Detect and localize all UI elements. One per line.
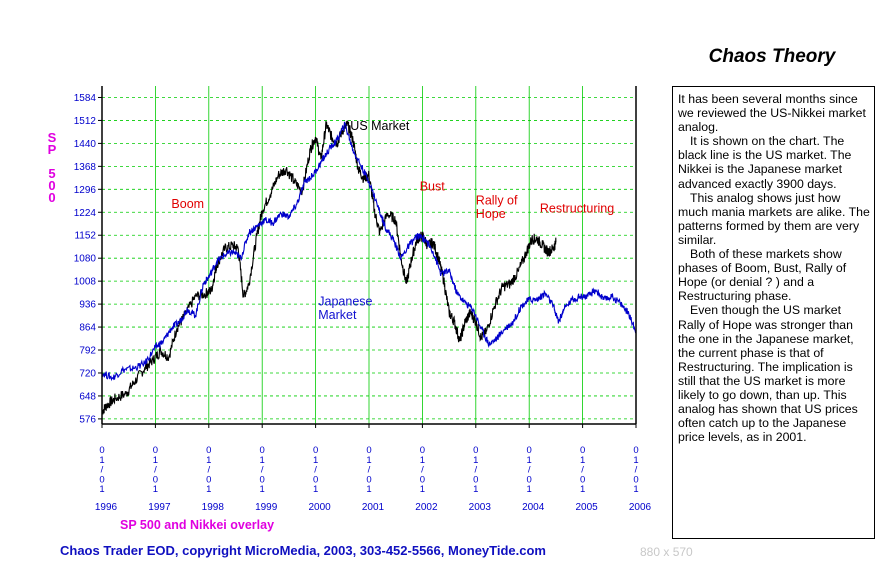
sidebar-title: Chaos Theory (708, 46, 836, 67)
x-tick-date-label: 0 1/0 1 (366, 445, 371, 495)
y-tick-label: 1152 (74, 231, 96, 242)
x-tick-date-label: 0 1/0 1 (420, 445, 425, 495)
sidebar-paragraph-4: Both of these markets show phases of Boo… (678, 247, 847, 304)
series-line-us-market (101, 120, 557, 415)
x-tick-date-label: 0 1/0 1 (473, 445, 478, 495)
series-layer (101, 120, 637, 415)
sidebar-text-box: It has been several months since we revi… (672, 86, 875, 539)
y-tick-label: 1368 (74, 162, 97, 173)
x-year-label: 2005 (575, 502, 598, 513)
chart-annotation: Rally of (476, 194, 518, 208)
x-tick-date-label: 0 1/0 1 (633, 445, 638, 495)
chart-annotation: Bust (420, 179, 446, 193)
y-tick-label: 720 (79, 368, 96, 379)
x-year-label: 2006 (629, 502, 652, 513)
y-tick-label: 792 (79, 346, 96, 357)
y-tick-label: 936 (79, 300, 96, 311)
overlay-label: SP 500 and Nikkei overlay (120, 518, 274, 532)
y-tick-label: 648 (79, 391, 96, 402)
y-tick-label: 864 (79, 323, 96, 334)
x-tick-date-label: 0 1/0 1 (99, 445, 104, 495)
x-year-label: 1998 (202, 502, 225, 513)
footer-copyright: Chaos Trader EOD, copyright MicroMedia, … (60, 543, 546, 558)
axes: 576 648 720 792 864 936 1008 1080 1152 1224 1296 13… (74, 86, 652, 513)
x-year-label: 2004 (522, 502, 545, 513)
chart-annotation: US Market (350, 119, 410, 133)
x-tick-date-label: 0 1/0 1 (580, 445, 585, 495)
chart-annotation: Market (318, 308, 357, 322)
x-tick-date-label: 0 1/0 1 (153, 445, 158, 495)
sidebar-paragraph-1: It has been several months since we revi… (678, 92, 866, 135)
grid (101, 86, 637, 424)
x-year-label: 2000 (308, 502, 331, 513)
series-line-japanese-market (101, 121, 637, 382)
x-tick-date-label: 0 1/0 1 (206, 445, 211, 495)
x-year-label: 2003 (469, 502, 492, 513)
x-year-label: 1997 (148, 502, 171, 513)
x-year-label: 2002 (415, 502, 438, 513)
sidebar-paragraph-5: Even though the US market Rally of Hope … (678, 303, 858, 445)
y-tick-label: 1080 (74, 254, 97, 265)
chart-annotation: Japanese (318, 294, 372, 308)
y-tick-label: 1296 (74, 185, 97, 196)
sidebar-paragraph-2: It is shown on the chart. The black line… (678, 134, 852, 191)
chart-annotation: Hope (476, 207, 506, 221)
x-tick-date-label: 0 1/0 1 (527, 445, 532, 495)
y-tick-label: 1008 (74, 277, 97, 288)
x-year-label: 1996 (95, 502, 118, 513)
image-dimensions: 880 x 570 (640, 545, 693, 559)
y-tick-label: 1512 (74, 116, 97, 127)
sidebar-paragraph-3: This analog shows just how much mania ma… (678, 190, 870, 247)
x-tick-date-label: 0 1/0 1 (260, 445, 265, 495)
x-tick-date-label: 0 1/0 1 (313, 445, 318, 495)
chart-annotation: Boom (171, 197, 204, 211)
y-tick-label: 1224 (74, 208, 97, 219)
y-tick-label: 1584 (74, 93, 97, 104)
x-year-label: 1999 (255, 502, 278, 513)
x-year-label: 2001 (362, 502, 385, 513)
y-tick-label: 576 (79, 414, 96, 425)
chart-annotation: Restructuring (540, 201, 614, 215)
y-tick-label: 1440 (74, 139, 97, 150)
